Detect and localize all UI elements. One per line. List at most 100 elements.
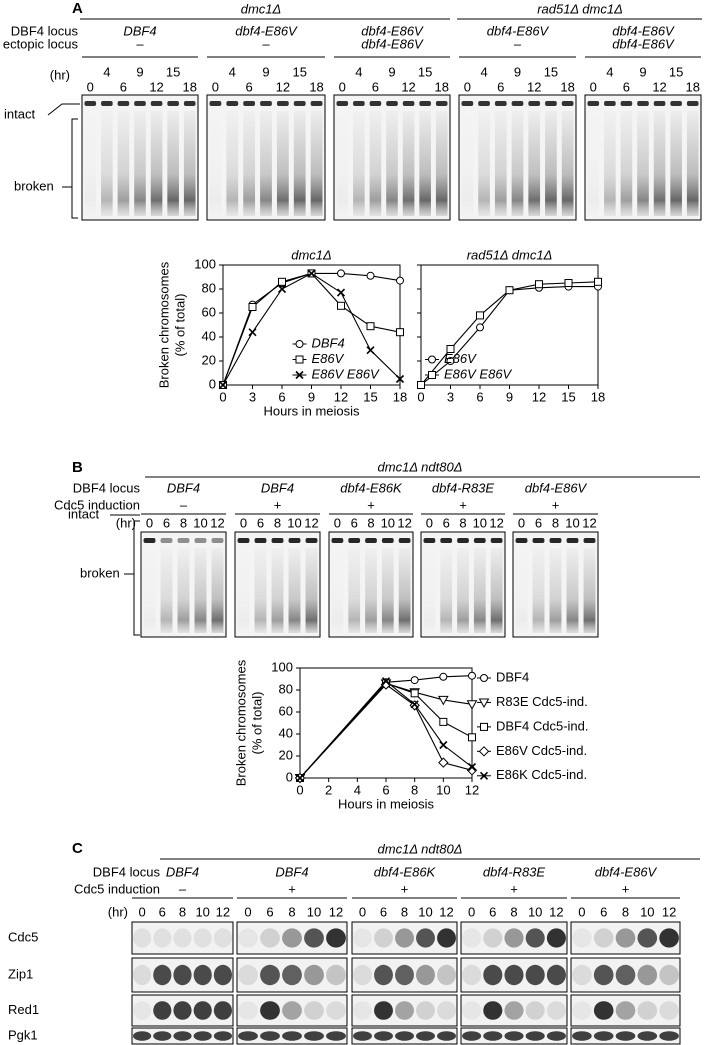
x-tick-label: 9 [506, 389, 513, 404]
genotype-label: dbf4-E86K [374, 864, 437, 879]
intact-band [583, 538, 596, 543]
time-label: 12 [662, 904, 676, 919]
x-tick-label: 8 [411, 782, 418, 797]
smear [194, 548, 207, 633]
protein-band [637, 1001, 658, 1020]
protein-band [593, 1001, 614, 1020]
protein-band [504, 928, 524, 948]
time-label: 0 [359, 904, 366, 919]
smear [243, 111, 256, 216]
marker [478, 698, 490, 708]
intact-band [143, 538, 156, 543]
protein-band [483, 1031, 503, 1041]
marker [248, 328, 257, 337]
marker [428, 371, 436, 379]
protein-band [437, 1031, 456, 1041]
protein-band [213, 964, 232, 986]
row-label: Pgk1 [8, 1027, 38, 1042]
intact-band [423, 538, 436, 543]
genotype-label: dbf4-E86V [525, 480, 588, 495]
marker [446, 345, 455, 353]
x-tick-label: 9 [308, 389, 315, 404]
marker [564, 279, 573, 287]
protein-band [504, 1001, 524, 1020]
genotype-label: – [180, 497, 188, 512]
smear [528, 111, 541, 216]
x-tick-label: 18 [591, 389, 605, 404]
marker [410, 689, 419, 698]
legend-label: E86V E86V [312, 366, 381, 381]
intact-band [237, 538, 250, 543]
smear [545, 111, 557, 216]
time-label: 0 [518, 515, 525, 530]
smear [587, 111, 600, 216]
y-tick-label: 60 [202, 304, 216, 319]
time-label: 12 [652, 79, 666, 94]
smear [686, 111, 699, 216]
time-label: 10 [418, 904, 432, 919]
intact-band [566, 538, 579, 543]
marker [535, 280, 543, 289]
y-tick-label: 100 [194, 256, 216, 271]
intact-band [478, 101, 490, 106]
time-label: 4 [229, 64, 236, 79]
time-label: 0 [334, 515, 341, 530]
protein-band [213, 928, 232, 948]
time-label: 9 [136, 64, 143, 79]
marker [337, 269, 345, 278]
time-label: 6 [443, 515, 450, 530]
genotype-label: dbf4-R83E [432, 480, 494, 495]
intact-band [381, 538, 394, 543]
marker [478, 746, 490, 757]
smear [310, 111, 323, 216]
protein-band [238, 964, 258, 986]
intact-band [254, 538, 267, 543]
protein-band [395, 1001, 414, 1020]
marker [466, 700, 478, 710]
genotype-label: dbf4-E86V [361, 36, 424, 51]
intact-band [288, 538, 301, 543]
protein-band [326, 1001, 346, 1020]
smear [143, 548, 156, 633]
smear [254, 548, 267, 633]
protein-band [304, 964, 324, 986]
smear [515, 548, 528, 633]
time-label: 6 [266, 904, 273, 919]
protein-band [615, 928, 636, 948]
time-label: 6 [535, 515, 542, 530]
genotype-label: dbf4-E86V [361, 23, 424, 38]
protein-band [572, 928, 592, 948]
smear [423, 548, 436, 633]
intact-band [494, 101, 507, 106]
smear [150, 111, 163, 216]
marker [278, 277, 286, 286]
time-label: 8 [179, 904, 186, 919]
time-label: 10 [381, 515, 395, 530]
group-label: dmc1Δ ndt80Δ [378, 841, 463, 856]
protein-band [462, 964, 482, 986]
smear [211, 548, 224, 633]
row-label: Cdc5 induction [54, 497, 140, 512]
time-label: 10 [195, 904, 209, 919]
marker [594, 277, 602, 286]
hr-label: (hr) [108, 904, 128, 919]
marker [446, 357, 455, 365]
time-label: 0 [339, 79, 346, 94]
protein-band [462, 928, 482, 948]
marker [468, 671, 476, 680]
intact-band [167, 101, 179, 106]
x-tick-label: 15 [363, 389, 377, 404]
smear [183, 111, 196, 216]
intact-band [260, 101, 272, 106]
protein-band [572, 1001, 592, 1020]
time-label: 15 [166, 64, 180, 79]
protein-band [213, 1001, 232, 1020]
smear [653, 111, 666, 216]
smear [331, 548, 344, 633]
intact-band [211, 538, 224, 543]
marker [479, 771, 489, 780]
marker [480, 722, 488, 731]
protein-band [238, 1001, 258, 1020]
legend-label: E86V [444, 351, 477, 366]
